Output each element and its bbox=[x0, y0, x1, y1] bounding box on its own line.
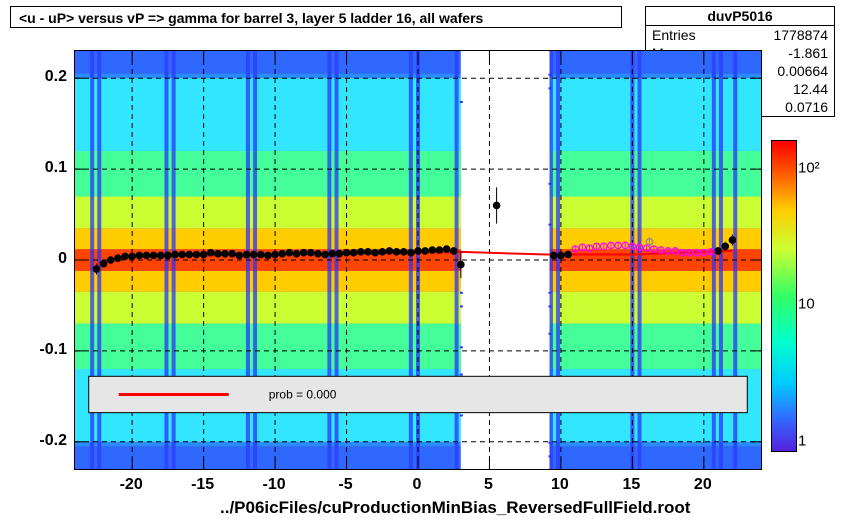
x-tick-label: -20 bbox=[120, 476, 143, 494]
x-tick-label: 10 bbox=[551, 476, 569, 494]
y-tick-label: 0 bbox=[7, 250, 67, 268]
stats-value: 12.44 bbox=[793, 80, 828, 98]
stats-value: -1.861 bbox=[788, 44, 828, 62]
stats-name: duvP5016 bbox=[646, 7, 834, 26]
stats-row: Entries 1778874 bbox=[646, 26, 834, 44]
plot-canvas: prob = 0.000 bbox=[75, 51, 761, 469]
plot-title: <u - uP> versus vP => gamma for barrel 3… bbox=[10, 6, 622, 28]
stats-value: 1778874 bbox=[773, 26, 828, 44]
y-tick-label: 0.2 bbox=[7, 68, 67, 86]
footer-file-path: ../P06icFiles/cuProductionMinBias_Revers… bbox=[220, 498, 690, 518]
x-tick-label: -15 bbox=[191, 476, 214, 494]
y-tick-label: 0.1 bbox=[7, 159, 67, 177]
legend-prob-text: prob = 0.000 bbox=[269, 387, 337, 401]
x-tick-label: 5 bbox=[484, 476, 493, 494]
colorbar-tick-label: 10 bbox=[798, 296, 815, 313]
y-tick-label: -0.2 bbox=[7, 432, 67, 450]
stats-label: Entries bbox=[652, 26, 696, 44]
x-tick-label: -10 bbox=[263, 476, 286, 494]
x-tick-label: 15 bbox=[622, 476, 640, 494]
y-tick-label: -0.1 bbox=[7, 341, 67, 359]
x-tick-label: -5 bbox=[338, 476, 352, 494]
plot-area: prob = 0.000 bbox=[74, 50, 762, 470]
stats-value: 0.00664 bbox=[777, 62, 828, 80]
x-tick-label: 20 bbox=[694, 476, 712, 494]
x-tick-label: 0 bbox=[413, 476, 422, 494]
colorbar bbox=[771, 140, 797, 452]
colorbar-tick-label: 1 bbox=[798, 432, 806, 449]
stats-value: 0.0716 bbox=[785, 98, 828, 116]
root-frame: <u - uP> versus vP => gamma for barrel 3… bbox=[0, 0, 843, 522]
colorbar-tick-label: 10² bbox=[798, 159, 820, 176]
